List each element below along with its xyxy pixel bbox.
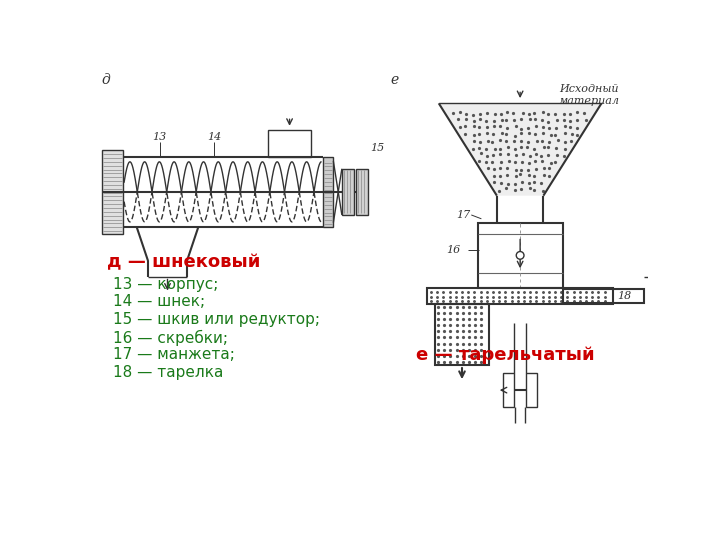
Bar <box>526 373 537 408</box>
Text: 17: 17 <box>456 210 470 220</box>
Text: 15: 15 <box>371 143 384 153</box>
Text: 14: 14 <box>207 132 221 142</box>
Text: 17 — манжета;: 17 — манжета; <box>113 347 235 362</box>
Text: Исходный
материал: Исходный материал <box>559 84 620 106</box>
Text: д: д <box>102 72 110 86</box>
Text: 15 — шкив или редуктор;: 15 — шкив или редуктор; <box>113 312 320 327</box>
Bar <box>477 222 563 288</box>
Bar <box>356 168 368 215</box>
Text: 16: 16 <box>446 245 461 254</box>
Bar <box>342 168 354 215</box>
Bar <box>427 288 613 303</box>
Text: 14 — шнек;: 14 — шнек; <box>113 294 205 309</box>
Bar <box>323 157 333 226</box>
Text: 13: 13 <box>153 132 167 142</box>
Polygon shape <box>438 103 601 195</box>
Text: 13 — корпус;: 13 — корпус; <box>113 276 219 292</box>
Circle shape <box>516 252 524 259</box>
Text: 18: 18 <box>617 291 631 301</box>
Bar <box>269 130 311 157</box>
Bar <box>503 373 514 408</box>
Text: 16 — скребки;: 16 — скребки; <box>113 330 228 346</box>
Text: д — шнековый: д — шнековый <box>107 253 261 272</box>
Text: е: е <box>391 72 399 86</box>
Bar <box>563 289 644 303</box>
Text: е — тарельчатый: е — тарельчатый <box>415 346 594 364</box>
Bar <box>435 303 489 365</box>
Bar <box>102 150 123 234</box>
Text: 18 — тарелка: 18 — тарелка <box>113 365 224 380</box>
